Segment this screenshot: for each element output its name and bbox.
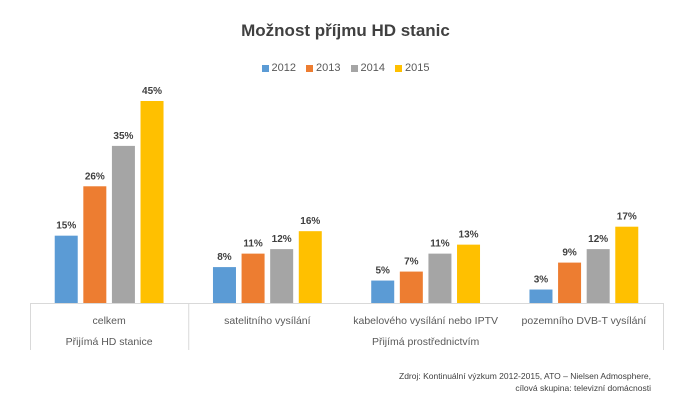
data-label: 5% [375,266,390,277]
data-label: 15% [56,221,76,232]
bar-2012 [54,235,78,303]
group-label: Přijímá prostřednictvím [372,336,480,348]
bar-2013 [558,262,582,303]
bar-2014 [111,145,135,303]
data-label: 8% [217,252,232,263]
data-label: 12% [272,234,292,245]
legend-label: 2015 [404,62,430,74]
legend: 2012 2013 2014 2015 [0,62,691,74]
legend-item-2012: 2012 [261,62,297,74]
bar-2012 [212,267,236,303]
bar-2012 [529,289,553,303]
data-label: 12% [588,234,608,245]
legend-item-2015: 2015 [394,62,430,74]
data-label: 26% [85,171,105,182]
data-label: 35% [113,131,133,142]
category-label: pozemního DVB-T vysílání [522,315,647,327]
bar-2015 [140,101,164,303]
bar-2013 [83,186,107,303]
legend-label: 2013 [316,62,341,74]
group-label: Přijímá HD stanice [66,336,153,348]
legend-swatch [394,64,402,72]
bar-2013 [399,271,423,303]
bar-2013 [241,253,265,303]
category-label: celkem [92,315,126,327]
legend-swatch [350,64,358,72]
category-label: satelitního vysílání [224,315,310,327]
source-line-2: cílová skupina: televizní domácnosti [515,383,651,393]
legend-swatch [306,64,314,72]
bar-2014 [586,249,610,303]
data-label: 11% [243,239,263,250]
legend-label: 2014 [360,62,385,74]
data-label: 17% [617,212,637,223]
legend-item-2013: 2013 [306,62,341,74]
data-label: 13% [459,230,479,241]
bar-2012 [371,280,395,303]
bar-2015 [298,231,322,303]
source-line-1: Zdroj: Kontinuální výzkum 2012-2015, ATO… [399,371,651,381]
data-label: 9% [562,248,577,259]
legend-swatch [261,64,269,72]
bar-2014 [428,253,452,303]
plot-area: 15% 26% 35% 45% celkem 8% 11% 12% 16% satelitního… [30,86,664,350]
data-label: 3% [534,275,549,286]
data-label: 11% [430,239,450,250]
bar-2014 [270,249,294,303]
bar-2015 [615,226,639,303]
category-label: kabelového vysílání nebo IPTV [353,315,498,327]
bar-2015 [457,244,481,303]
data-label: 7% [404,257,419,268]
data-label: 16% [300,216,320,227]
legend-item-2014: 2014 [350,62,385,74]
chart-title: Možnost příjmu HD stanic [241,21,450,40]
source-note: Zdroj: Kontinuální výzkum 2012-2015, ATO… [399,370,651,394]
data-label: 45% [142,86,162,97]
legend-label: 2012 [271,62,297,74]
